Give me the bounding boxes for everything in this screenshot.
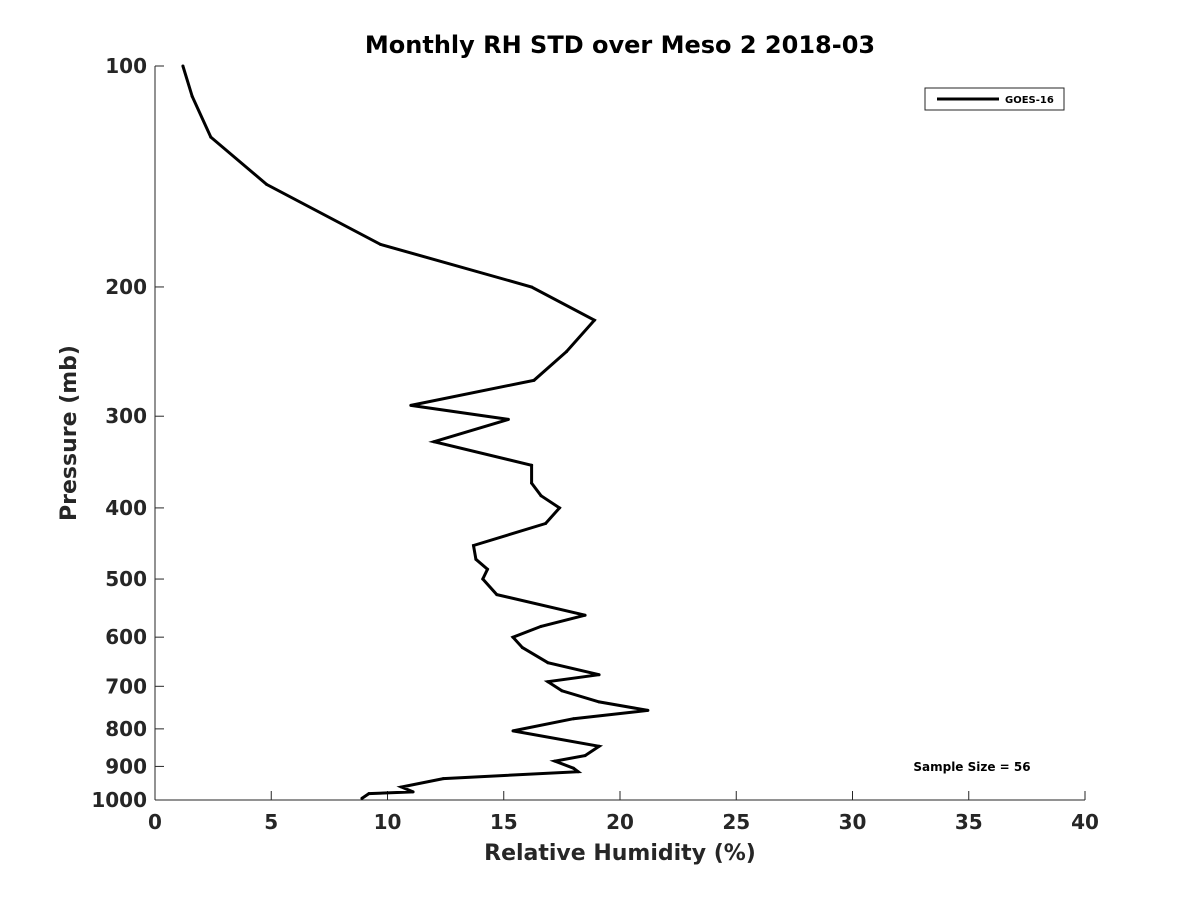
data-point bbox=[486, 567, 489, 571]
sample-size-annotation: Sample Size = 56 bbox=[913, 760, 1030, 774]
legend-entry-goes-16: GOES-16 bbox=[1005, 95, 1054, 106]
x-axis-label: Relative Humidity (%) bbox=[484, 841, 756, 866]
data-point bbox=[409, 403, 413, 407]
series-points bbox=[181, 64, 650, 800]
data-point bbox=[597, 744, 601, 748]
y-tick-label: 1000 bbox=[91, 788, 147, 812]
x-tick-label: 0 bbox=[148, 810, 162, 834]
x-ticks: 0 5 10 15 20 25 30 35 40 bbox=[148, 791, 1099, 834]
y-tick-label: 900 bbox=[105, 754, 147, 778]
data-point bbox=[511, 635, 515, 639]
data-point bbox=[539, 494, 543, 498]
data-point bbox=[441, 777, 445, 781]
chart-title: Monthly RH STD over Meso 2 2018-03 bbox=[365, 31, 875, 59]
y-tick-label: 700 bbox=[105, 674, 147, 698]
y-tick-label: 100 bbox=[105, 54, 147, 78]
data-point bbox=[646, 708, 650, 712]
y-tick-label: 500 bbox=[105, 567, 147, 591]
data-point bbox=[472, 544, 475, 547]
data-point bbox=[481, 577, 485, 581]
data-point bbox=[530, 463, 534, 467]
data-point bbox=[558, 506, 561, 510]
data-point bbox=[432, 440, 436, 444]
data-point bbox=[583, 613, 587, 617]
data-point bbox=[597, 700, 601, 704]
x-tick-label: 10 bbox=[374, 810, 402, 834]
y-axis-label: Pressure (mb) bbox=[57, 345, 82, 521]
data-point bbox=[181, 64, 185, 68]
data-point bbox=[411, 790, 415, 794]
data-point bbox=[576, 770, 580, 774]
y-ticks: 100 200 300 400 500 600 700 800 900 1000 bbox=[91, 54, 164, 812]
data-point bbox=[209, 135, 213, 139]
x-tick-label: 40 bbox=[1071, 810, 1099, 834]
y-tick-label: 400 bbox=[105, 496, 147, 520]
series-line-goes-16 bbox=[181, 65, 649, 800]
x-tick-label: 35 bbox=[955, 810, 983, 834]
data-point bbox=[530, 481, 534, 485]
data-point bbox=[544, 522, 548, 525]
data-point bbox=[360, 796, 364, 800]
data-point bbox=[565, 350, 568, 354]
x-tick-label: 20 bbox=[606, 810, 634, 834]
data-point bbox=[572, 717, 575, 721]
data-point bbox=[520, 646, 524, 650]
data-point bbox=[379, 242, 382, 246]
data-point bbox=[474, 557, 478, 561]
y-tick-label: 800 bbox=[105, 717, 147, 741]
data-point bbox=[190, 94, 194, 98]
data-point bbox=[539, 624, 543, 628]
data-point bbox=[553, 759, 557, 763]
data-point bbox=[511, 729, 515, 733]
x-tick-label: 5 bbox=[264, 810, 278, 834]
data-point bbox=[597, 673, 601, 677]
data-point bbox=[583, 754, 587, 758]
data-point bbox=[546, 661, 550, 665]
y-tick-label: 600 bbox=[105, 625, 147, 649]
axes bbox=[154, 66, 1085, 801]
data-point bbox=[572, 766, 575, 770]
legend: GOES-16 bbox=[924, 87, 1065, 111]
data-point bbox=[530, 285, 534, 289]
x-tick-label: 25 bbox=[722, 810, 750, 834]
data-point bbox=[546, 680, 550, 684]
data-point bbox=[560, 689, 564, 693]
x-tick-label: 30 bbox=[839, 810, 867, 834]
data-point bbox=[532, 378, 536, 382]
data-point bbox=[506, 417, 510, 421]
data-point bbox=[495, 593, 499, 597]
y-tick-label: 200 bbox=[105, 275, 147, 299]
data-point bbox=[367, 792, 371, 796]
data-point bbox=[265, 182, 269, 186]
y-tick-label: 300 bbox=[105, 404, 147, 428]
data-point bbox=[592, 318, 596, 322]
data-point bbox=[400, 785, 403, 789]
x-tick-label: 15 bbox=[490, 810, 518, 834]
